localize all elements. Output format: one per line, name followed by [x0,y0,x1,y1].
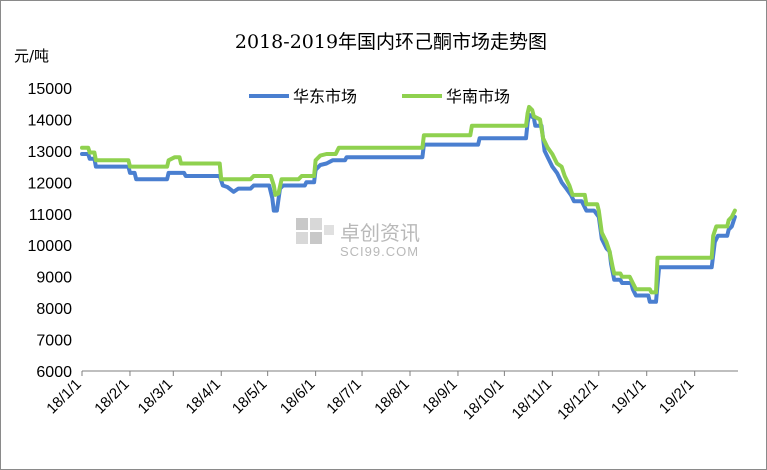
x-tick-label: 18/12/1 [554,376,601,423]
y-tick-label: 14000 [28,112,73,129]
y-tick-label: 7000 [36,333,72,350]
legend-label-east: 华东市场 [293,87,357,106]
x-tick-label: 18/9/1 [419,376,461,418]
y-tick-label: 8000 [36,301,72,318]
x-tick-label: 18/4/1 [183,376,225,418]
watermark: 卓创资讯 SCI99.COM [296,218,420,259]
y-tick-label: 10000 [28,238,73,255]
y-tick-label: 11000 [29,207,72,224]
y-axis: 15000 14000 13000 12000 11000 10000 9000 8000 70… [28,81,73,381]
x-tick-label: 18/7/1 [323,376,365,418]
x-tick-label: 18/5/1 [229,376,271,418]
watermark-text: 卓创资讯 [340,221,420,245]
y-tick-label: 6000 [36,364,72,381]
y-tick-label: 12000 [28,175,73,192]
x-tick-label: 18/8/1 [371,376,413,418]
legend-label-south: 华南市场 [446,87,510,106]
x-tick-label: 18/3/1 [135,376,177,418]
x-tick-label: 18/11/1 [509,376,556,423]
x-tick-label: 19/2/1 [656,376,698,418]
y-tick-label: 15000 [28,81,73,98]
series-line-south [80,104,737,295]
chart-title: 2018-2019年国内环己酮市场走势图 [235,31,547,53]
y-tick-label: 9000 [36,270,72,287]
x-axis: 18/1/1 18/2/1 18/3/1 18/4/1 18/5/1 18/6/1 18/7… [43,371,698,423]
x-tick-label: 18/6/1 [277,376,319,418]
x-tick-label: 18/1/1 [43,376,85,418]
legend: 华东市场 华南市场 [249,87,510,106]
series-line-east [80,112,737,304]
watermark-subtext: SCI99.COM [340,244,419,259]
y-axis-unit-label: 元/吨 [14,47,49,65]
series-layer [80,104,737,304]
x-tick-label: 19/1/1 [608,376,650,418]
watermark-logo-icon [296,218,334,244]
x-tick-label: 18/10/1 [460,376,507,423]
y-tick-label: 13000 [28,144,73,161]
x-tick-label: 18/2/1 [91,376,133,418]
